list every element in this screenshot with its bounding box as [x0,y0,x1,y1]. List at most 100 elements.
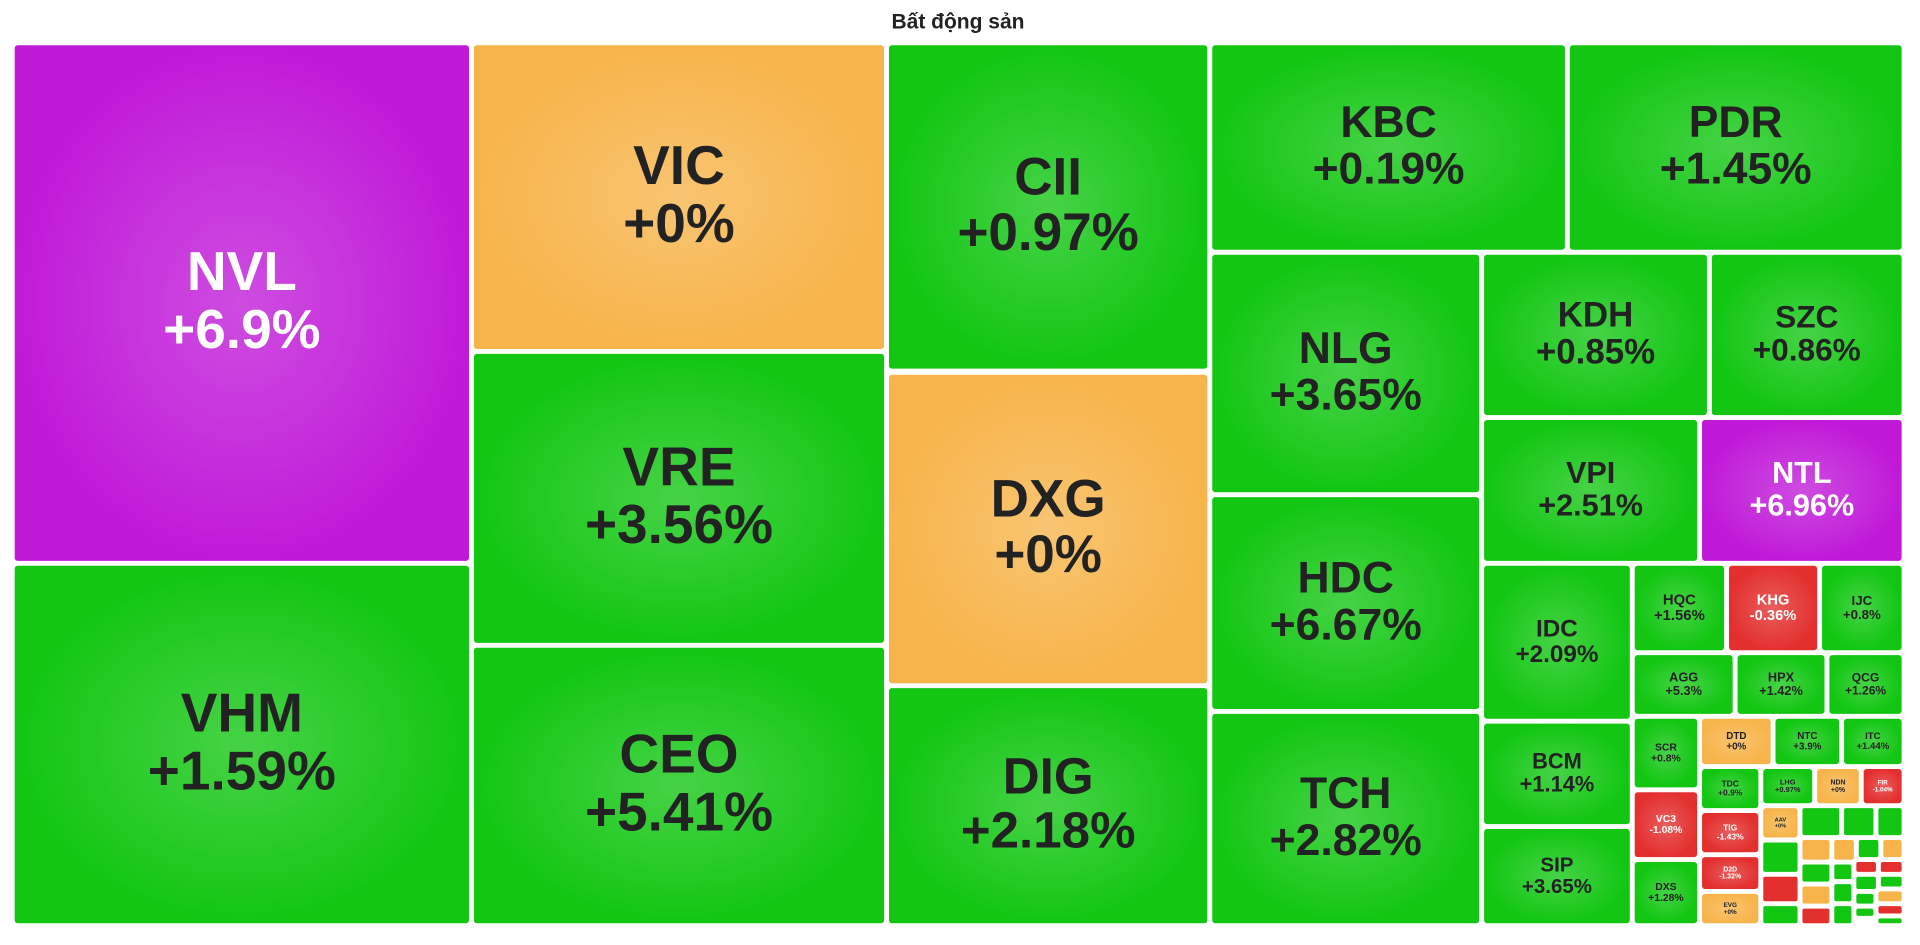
tile-label: DIG [1003,748,1094,805]
value-label: +3.65% [1522,875,1592,898]
tile-label: KDH [1558,296,1634,335]
value-label: +2.82% [1270,816,1422,865]
tile [1702,857,1759,889]
minor-tile [1834,864,1852,880]
value-label: +0.19% [1313,145,1465,194]
tile [1702,893,1759,924]
tile [1863,768,1902,804]
minor-tile [1880,876,1902,887]
value-label: +3.65% [1270,371,1422,420]
tile-label: DXG [991,469,1106,528]
tile [1212,497,1480,709]
value-label: +0% [1724,909,1737,916]
tile [1634,792,1698,858]
tile-label: EVG [1723,902,1737,909]
tile-label: FIR [1878,780,1889,787]
value-label: +6.96% [1750,488,1855,522]
tile-label: VC3 [1656,814,1676,825]
tile-label: CEO [619,723,738,785]
value-label: +0.86% [1753,332,1861,368]
tile-label: PDR [1689,98,1783,147]
tile [1569,45,1902,250]
minor-tile [1880,862,1902,872]
minor-tile [1856,862,1876,872]
value-label: -1.32% [1719,874,1741,881]
minor-tile [1878,891,1902,902]
tile-label: DXS [1655,882,1676,893]
tile-label: LHG [1780,777,1796,786]
tile [1484,828,1630,924]
tile-label: IJC [1852,593,1873,608]
tile-label: NDN [1830,779,1845,786]
tile [1634,655,1733,714]
chart-title: Bất động sản [891,11,1024,34]
tile-label: IDC [1536,616,1578,643]
tile [1702,718,1771,765]
tile-label: DTD [1726,731,1746,742]
value-label: +0.9% [1718,788,1743,798]
value-label: +0% [623,192,735,254]
tile-label: SIP [1540,853,1573,876]
value-label: +0.97% [1775,785,1801,794]
value-label: +1.42% [1759,683,1803,698]
minor-tile [1802,808,1840,836]
value-label: -0.36% [1750,608,1797,624]
tile-label: TIG [1723,823,1738,833]
tile [1484,723,1630,825]
tile-label: AGG [1669,669,1698,684]
tile-label: KBC [1340,98,1436,147]
tile-label: QCG [1852,671,1879,685]
value-label: +2.18% [961,801,1136,858]
value-label: +0.97% [957,203,1138,262]
tile-label: NTL [1772,456,1832,490]
tile [473,647,885,924]
tile [1484,254,1707,416]
value-label: +0% [1831,787,1845,794]
value-label: +0.85% [1536,332,1655,371]
tile [1822,565,1902,651]
minor-tile [1856,893,1874,904]
tile-label: VIC [633,134,725,196]
minor-tile [1858,840,1879,858]
tile [888,45,1208,369]
tile [1763,768,1813,804]
value-label: -1.04% [1873,786,1893,793]
tile [1737,655,1825,714]
minor-tile [1878,808,1902,836]
tile [1634,565,1725,651]
tile-label: ITC [1865,731,1881,742]
tile-label: VRE [622,435,735,497]
tile [1702,768,1759,809]
minor-tile [1834,906,1852,924]
tile [1763,808,1798,838]
minor-tile [1844,808,1874,836]
tile [1829,655,1902,714]
tile [1212,45,1565,250]
tile [1212,254,1480,493]
tile-label: VPI [1566,456,1615,490]
tile [888,374,1208,684]
tile [14,565,469,924]
value-label: +0% [994,525,1102,584]
tile-label: TCH [1300,769,1391,818]
minor-tiles [1763,808,1902,924]
tile-label: AAV [1775,818,1787,824]
minor-tile [1878,918,1902,924]
minor-tile [1834,840,1854,860]
tile-label: NLG [1299,324,1393,373]
tile-label: HPX [1768,669,1795,684]
tile-label: VHM [181,682,303,744]
minor-tile [1802,840,1830,860]
value-label: +3.56% [585,493,773,555]
value-label: +1.59% [148,739,336,801]
value-label: +6.9% [163,298,320,360]
tile [1634,718,1698,788]
minor-tile [1834,884,1852,902]
value-label: -1.08% [1649,825,1682,836]
tile [1484,420,1698,561]
tile [1702,813,1759,853]
minor-tile [1856,908,1874,916]
value-label: -1.43% [1717,832,1744,842]
tile-label: HQC [1663,592,1696,608]
value-label: +2.51% [1538,488,1643,522]
